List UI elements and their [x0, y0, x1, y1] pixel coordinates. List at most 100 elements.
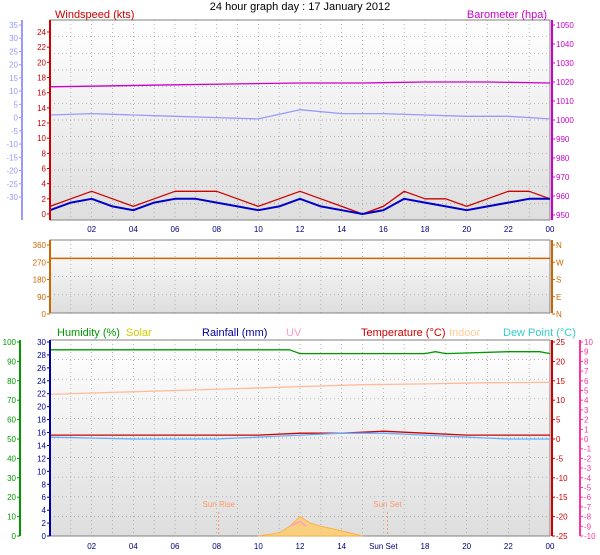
windspeed-axis-tick-label-9: 18 — [37, 74, 46, 83]
direction-axis-tick-label-1: 90 — [37, 293, 46, 302]
outer-left-axis-tick-label-2: -20 — [6, 167, 18, 176]
uv-axis-tick-label-7: -3 — [584, 464, 592, 473]
direction-axis-tick-label-2: 180 — [33, 276, 47, 285]
legend-item-2: Rainfall (mm) — [202, 327, 267, 339]
panel-1-series-2 — [49, 190, 551, 215]
rainfall-axis-tick-label-14: 28 — [37, 351, 46, 360]
uv-axis-tick-label-5: -5 — [584, 484, 592, 493]
rainfall-axis-tick-label-13: 26 — [37, 364, 46, 373]
x-tick-label-2-9: 20 — [462, 542, 471, 551]
uv-axis-tick-label-9: -1 — [584, 445, 592, 454]
outer-left-axis-tick-label-4: -10 — [6, 140, 18, 149]
rainfall-axis-tick-label-7: 14 — [37, 441, 46, 450]
chart-title: 24 hour graph day : 17 January 2012 — [210, 1, 390, 13]
barometer-axis-tick-label-8: 1030 — [556, 59, 574, 68]
compass-axis-tick-label-1: E — [556, 293, 561, 302]
barometer-axis-tick-label-9: 1040 — [556, 40, 574, 49]
barometer-axis-tick-label-2: 970 — [556, 173, 570, 182]
compass-axis-tick-label-3: W — [556, 258, 564, 267]
temperature-axis-tick-label-7: 10 — [556, 396, 565, 405]
right-axis-label: Barometer (hpa) — [467, 9, 547, 21]
outer-left-axis-tick-label-13: 35 — [9, 21, 18, 30]
rainfall-axis-tick-label-5: 10 — [37, 467, 46, 476]
temperature-axis-tick-label-3: -10 — [556, 474, 568, 483]
windspeed-axis-tick-label-0: 0 — [42, 210, 47, 219]
series-lines — [49, 81, 551, 537]
temperature-axis-tick-label-6: 5 — [556, 416, 561, 425]
panel-3-series-5 — [289, 520, 307, 527]
humidity-axis-tick-label-2: 20 — [7, 493, 16, 502]
rainfall-axis-tick-label-3: 6 — [42, 493, 47, 502]
direction-axis-tick-label-4: 360 — [33, 241, 47, 250]
uv-axis-tick-label-10: 0 — [584, 435, 589, 444]
rainfall-axis-tick-label-9: 18 — [37, 416, 46, 425]
panel-3-series-3 — [49, 432, 550, 440]
panel-1-series-0 — [49, 81, 551, 88]
rainfall-axis-tick-label-6: 12 — [37, 454, 46, 463]
uv-axis-tick-label-13: 3 — [584, 406, 589, 415]
temperature-axis-tick-label-8: 15 — [556, 377, 565, 386]
x-tick-label-0-8: 18 — [421, 225, 430, 234]
legend-item-6: Dew Point (°C) — [503, 327, 576, 339]
outer-left-axis-tick-label-1: -25 — [6, 180, 18, 189]
barometer-axis-tick-label-3: 980 — [556, 154, 570, 163]
outer-left-axis-tick-label-6: 0 — [14, 114, 19, 123]
temperature-axis-tick-label-9: 20 — [556, 357, 565, 366]
compass-axis-tick-label-0: N — [556, 310, 562, 319]
left-axis-label: Windspeed (kts) — [55, 9, 134, 21]
uv-axis-tick-label-11: 1 — [584, 425, 589, 434]
legend-item-3: UV — [286, 327, 302, 339]
outer-left-axis-tick-label-0: -30 — [6, 193, 18, 202]
outer-left-axis-tick-label-7: 5 — [14, 100, 19, 109]
axes — [17, 20, 583, 537]
windspeed-axis-tick-label-5: 10 — [37, 134, 46, 143]
direction-axis-tick-label-3: 270 — [33, 258, 47, 267]
humidity-axis-tick-label-5: 50 — [7, 435, 16, 444]
x-tick-label-2-4: 10 — [254, 542, 263, 551]
temperature-axis-tick-label-2: -15 — [556, 493, 568, 502]
rainfall-axis-tick-label-4: 8 — [42, 480, 47, 489]
humidity-axis-tick-label-8: 80 — [7, 377, 16, 386]
windspeed-axis-tick-label-2: 4 — [42, 180, 47, 189]
barometer-axis-tick-label-10: 1050 — [556, 21, 574, 30]
humidity-axis-tick-label-4: 40 — [7, 454, 16, 463]
barometer-axis-tick-label-5: 1000 — [556, 116, 574, 125]
grid-lines — [50, 20, 550, 536]
windspeed-axis-tick-label-11: 22 — [37, 43, 46, 52]
uv-axis-tick-label-2: -8 — [584, 513, 592, 522]
uv-axis-tick-label-1: -9 — [584, 522, 592, 531]
outer-left-axis-tick-label-3: -15 — [6, 153, 18, 162]
rainfall-axis-tick-label-2: 4 — [42, 506, 47, 515]
x-tick-label-2-6: 14 — [337, 542, 346, 551]
x-tick-label-2-7: Sun Set — [369, 542, 398, 551]
humidity-axis-tick-label-10: 100 — [3, 338, 17, 347]
windspeed-axis-tick-label-6: 12 — [37, 119, 46, 128]
panel-3-series-0 — [50, 349, 551, 355]
barometer-axis-tick-label-1: 960 — [556, 192, 570, 201]
uv-axis-tick-label-8: -2 — [584, 454, 592, 463]
temperature-axis-tick-label-4: -5 — [556, 454, 564, 463]
legend-item-4: Temperature (°C) — [361, 327, 445, 339]
uv-axis-tick-label-19: 9 — [584, 348, 589, 357]
windspeed-axis-tick-label-10: 20 — [37, 58, 46, 67]
uv-axis-tick-label-14: 4 — [584, 396, 589, 405]
uv-axis-tick-label-16: 6 — [584, 377, 589, 386]
x-tick-label-2-10: 22 — [504, 542, 513, 551]
x-tick-label-2-2: 06 — [171, 542, 180, 551]
windspeed-axis-tick-label-1: 2 — [42, 195, 47, 204]
outer-left-axis-tick-label-5: -5 — [11, 127, 19, 136]
outer-left-axis-tick-label-11: 25 — [9, 47, 18, 56]
rainfall-axis-tick-label-1: 2 — [42, 519, 47, 528]
legend-item-5: Indoor — [449, 327, 481, 339]
x-tick-label-2-0: 02 — [87, 542, 96, 551]
temperature-axis-tick-label-0: -25 — [556, 532, 568, 541]
uv-axis-tick-label-20: 10 — [584, 338, 593, 347]
sun-annotation-1: Sun Set — [373, 500, 402, 509]
rainfall-axis-tick-label-12: 24 — [37, 377, 46, 386]
humidity-axis-tick-label-0: 0 — [12, 532, 17, 541]
windspeed-axis-tick-label-8: 16 — [37, 89, 46, 98]
uv-axis-tick-label-12: 2 — [584, 416, 589, 425]
x-tick-label-0-1: 04 — [129, 225, 138, 234]
barometer-axis-tick-label-7: 1020 — [556, 78, 574, 87]
